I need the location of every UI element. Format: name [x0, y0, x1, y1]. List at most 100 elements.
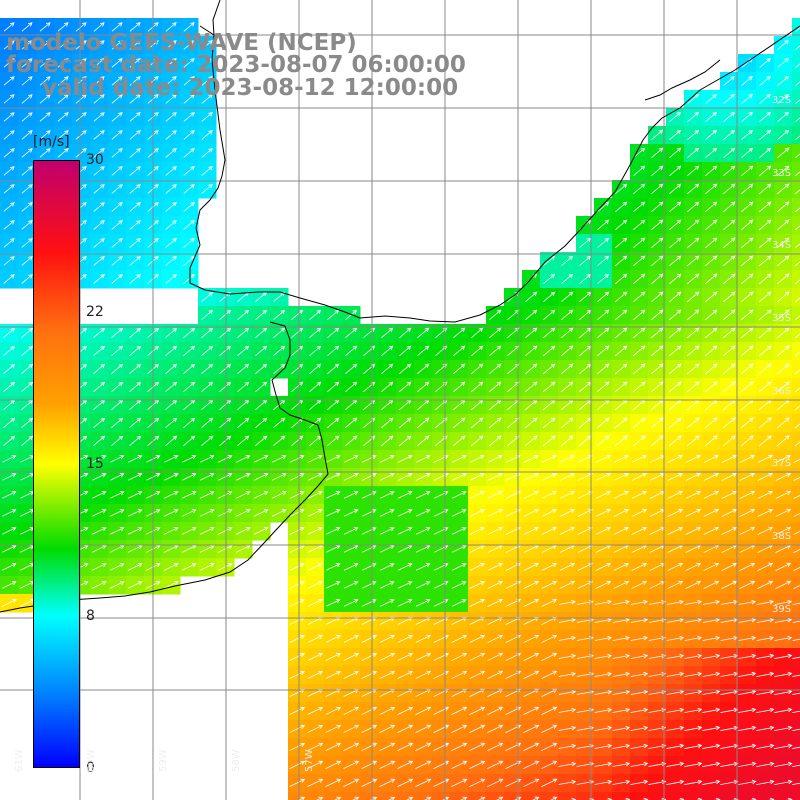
wind-arrow: [666, 725, 685, 731]
field-cell: [486, 792, 505, 800]
wind-arrow: [183, 58, 195, 68]
wind-arrow: [704, 273, 718, 285]
wind-arrow: [452, 581, 467, 589]
wind-arrow: [345, 363, 358, 375]
wind-arrow: [379, 670, 396, 679]
wind-arrow: [633, 201, 646, 213]
lat-label-34s: 34S: [772, 240, 792, 251]
wind-arrow: [452, 509, 467, 517]
field-cell: [792, 54, 800, 73]
wind-arrow: [795, 135, 800, 140]
wind-arrow: [666, 653, 685, 659]
field-cell: [792, 666, 800, 685]
wind-arrow: [542, 381, 556, 393]
wind-arrow: [560, 309, 574, 321]
wind-arrow: [307, 562, 323, 571]
wind-arrow: [39, 76, 51, 86]
wind-arrow: [219, 417, 232, 429]
wind-arrow: [379, 652, 396, 661]
wind-arrow: [201, 94, 213, 104]
wind-arrow: [741, 147, 754, 158]
wind-arrow: [3, 256, 15, 266]
wind-arrow: [415, 670, 432, 679]
wind-arrow: [397, 688, 414, 697]
wind-arrow: [416, 381, 430, 393]
wind-arrow: [738, 707, 757, 713]
field-cell: [558, 792, 577, 800]
wind-arrow: [398, 599, 413, 607]
wind-arrow: [686, 417, 700, 429]
wind-arrow: [704, 165, 718, 177]
wind-arrow: [632, 273, 646, 285]
wind-arrow: [307, 670, 324, 679]
wind-arrow: [615, 183, 628, 195]
wind-arrow: [93, 22, 105, 32]
wind-arrow: [739, 580, 756, 589]
wind-arrow: [559, 454, 575, 463]
wind-arrow: [181, 509, 197, 517]
wind-arrow: [668, 219, 682, 231]
wind-arrow: [111, 220, 123, 230]
wind-arrow: [612, 743, 631, 749]
wind-arrow: [111, 58, 123, 68]
wind-arrow: [756, 617, 775, 623]
wind-arrow: [615, 237, 628, 249]
wind-arrow: [633, 147, 646, 159]
wind-arrow: [594, 653, 612, 659]
wind-arrow: [794, 315, 800, 321]
wind-arrow: [757, 508, 774, 517]
wind-arrow: [774, 671, 793, 677]
wind-arrow: [416, 491, 431, 499]
wind-arrow: [469, 724, 486, 733]
wind-arrow: [469, 473, 485, 481]
wind-arrow: [379, 688, 396, 697]
wind-arrow: [21, 130, 33, 140]
wind-arrow: [451, 688, 468, 697]
wind-arrow: [21, 58, 33, 68]
wind-arrow: [129, 22, 141, 32]
wind-arrow: [21, 148, 33, 158]
wind-arrow: [273, 363, 286, 375]
wind-arrow: [127, 581, 143, 589]
wind-arrow: [21, 112, 33, 122]
wind-arrow: [686, 345, 700, 357]
wind-arrow: [684, 743, 703, 749]
wind-arrow: [325, 778, 342, 787]
wind-arrow: [597, 273, 610, 284]
wind-arrow: [343, 778, 360, 787]
wind-arrow: [595, 472, 611, 481]
wind-arrow: [561, 255, 574, 266]
wind-arrow: [111, 202, 123, 212]
wind-arrow: [273, 309, 286, 320]
wind-arrow: [91, 581, 107, 589]
wind-arrow: [344, 581, 359, 589]
wind-arrow: [327, 309, 340, 321]
wind-arrow: [702, 761, 721, 767]
wind-arrow: [793, 513, 800, 517]
wind-arrow: [666, 743, 685, 749]
wind-arrow: [756, 779, 775, 785]
wind-arrow: [793, 549, 800, 553]
wind-arrow: [380, 545, 395, 553]
wind-arrow: [702, 689, 721, 695]
wind-arrow: [739, 562, 756, 571]
wind-arrow: [469, 580, 485, 589]
wind-arrow: [183, 22, 195, 32]
wind-arrow: [541, 670, 558, 679]
wind-arrow: [777, 75, 790, 86]
field-cell: [792, 378, 800, 397]
wind-arrow: [648, 761, 667, 767]
wind-arrow: [488, 363, 502, 375]
wind-arrow: [253, 473, 269, 481]
wind-arrow: [470, 417, 484, 429]
wind-arrow: [669, 183, 682, 195]
wind-arrow: [740, 417, 754, 429]
wind-arrow: [721, 508, 738, 517]
wind-arrow: [111, 130, 123, 140]
wind-arrow: [433, 778, 450, 788]
wind-arrow: [361, 706, 378, 715]
wind-arrow: [2, 473, 17, 481]
wind-arrow: [704, 381, 718, 393]
wind-arrow: [111, 166, 123, 176]
wind-arrow: [417, 345, 430, 357]
